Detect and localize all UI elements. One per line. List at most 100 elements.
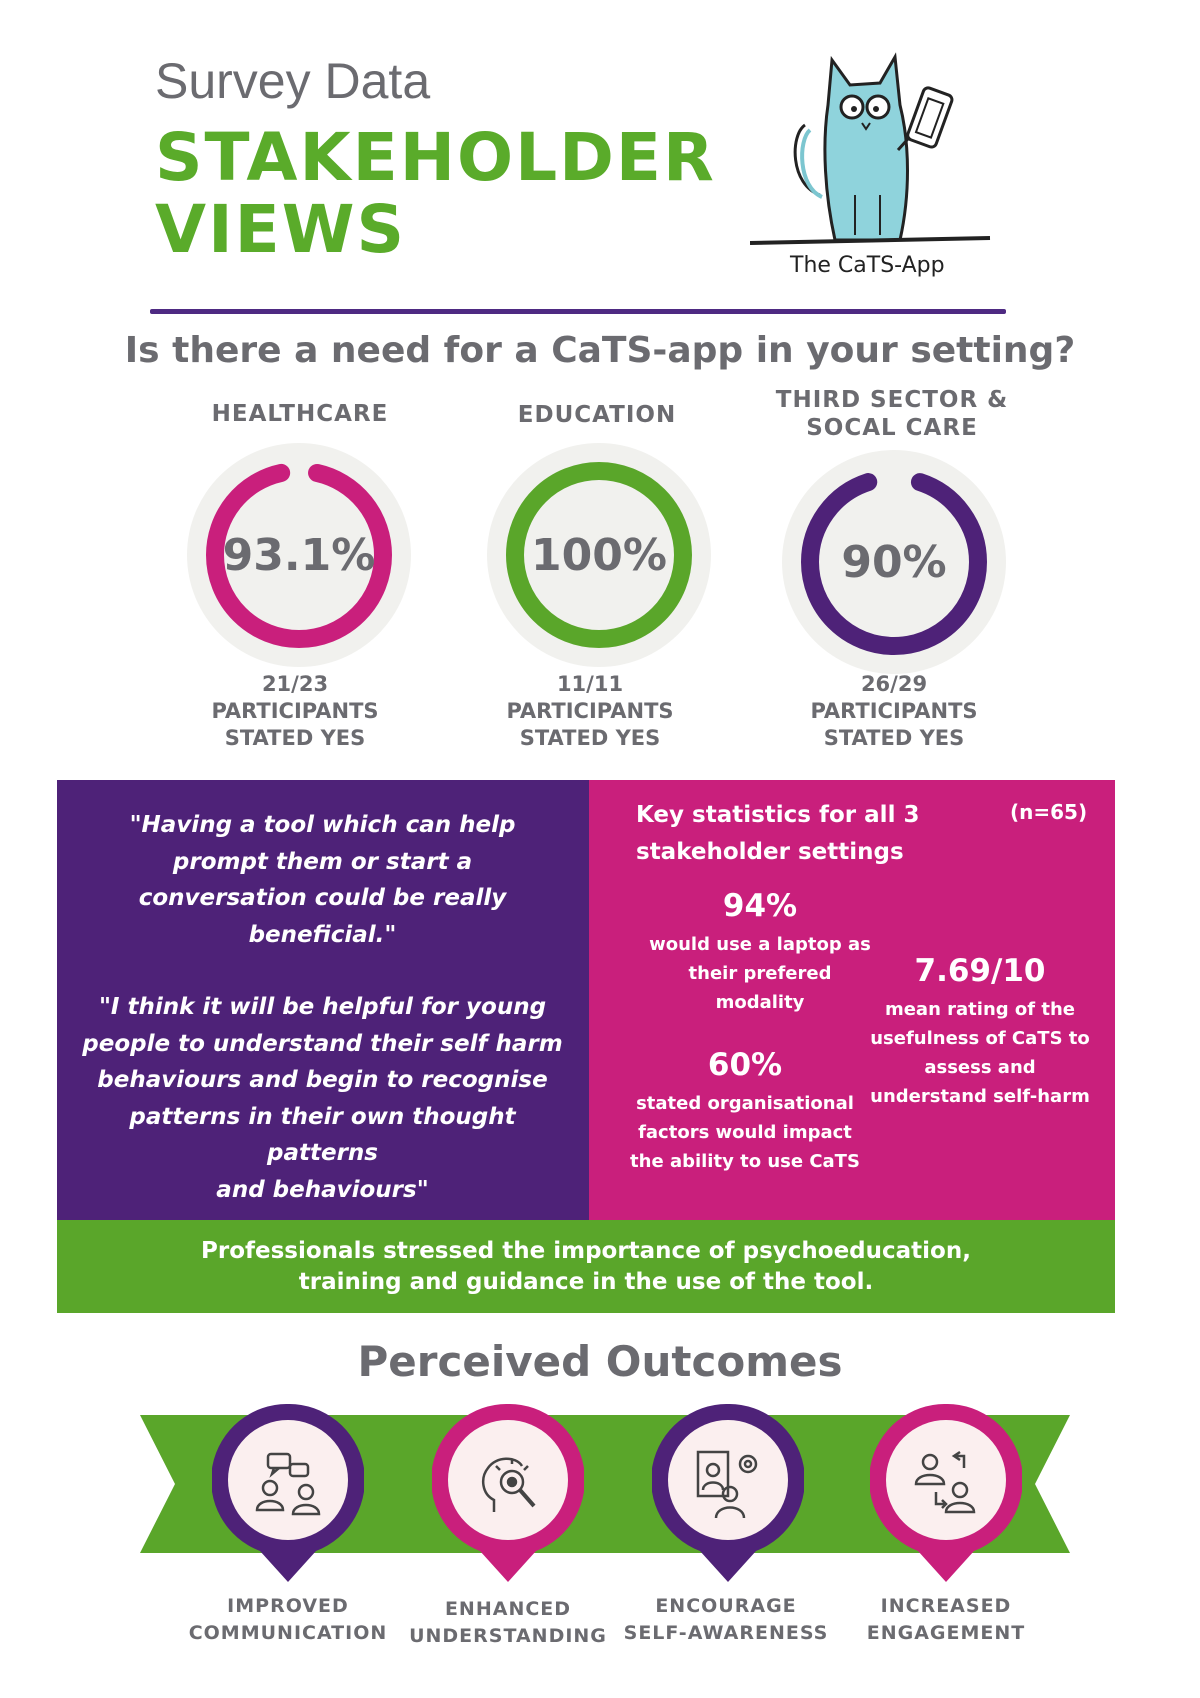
quote-1: "Having a tool which can help prompt the… bbox=[70, 807, 575, 953]
setting-label-healthcare: HEALTHCARE bbox=[150, 400, 450, 428]
outcome-label-line: ENCOURAGE bbox=[655, 1595, 797, 1617]
outcome-label-engagement: INCREASED ENGAGEMENT bbox=[836, 1593, 1056, 1647]
outcomes-title: Perceived Outcomes bbox=[357, 1337, 843, 1386]
stat-desc-line: factors would impact bbox=[638, 1122, 852, 1143]
communication-icon bbox=[255, 1452, 321, 1516]
donut-healthcare: 93.1% bbox=[187, 443, 411, 667]
header-subtitle: Survey Data bbox=[155, 53, 431, 109]
title-line-1: STAKEHOLDER bbox=[155, 119, 716, 196]
stat-desc-line: understand self-harm bbox=[870, 1086, 1090, 1107]
outcome-label-line: ENHANCED bbox=[444, 1598, 572, 1620]
outcome-pin-self-awareness bbox=[651, 1403, 805, 1584]
outcome-label-line: IMPROVED bbox=[227, 1595, 349, 1617]
setting-label-line: THIRD SECTOR & bbox=[775, 387, 1009, 413]
training-banner: Professionals stressed the importance of… bbox=[57, 1220, 1115, 1313]
setting-label-line: HEALTHCARE bbox=[211, 401, 389, 427]
outcome-label-line: ENGAGEMENT bbox=[866, 1622, 1026, 1644]
stat-desc-line: usefulness of CaTS to bbox=[870, 1028, 1090, 1049]
participants-line: STATED YES bbox=[823, 726, 965, 750]
header-divider bbox=[150, 309, 1006, 314]
participants-line: PARTICIPANTS bbox=[810, 699, 978, 723]
outcome-pin-engagement bbox=[869, 1403, 1023, 1584]
engagement-icon bbox=[914, 1450, 976, 1514]
donut-chart-healthcare bbox=[187, 443, 411, 667]
donut-value-third-sector: 90% bbox=[841, 536, 947, 588]
logo-caption: The CaTS-App bbox=[790, 253, 945, 278]
banner-line: Professionals stressed the importance of… bbox=[201, 1237, 971, 1264]
sample-size: (n=65) bbox=[1010, 800, 1088, 824]
training-banner-text: Professionals stressed the importance of… bbox=[136, 1236, 1036, 1298]
setting-label-line: SOCAL CARE bbox=[806, 415, 978, 441]
donut-arc-education bbox=[506, 462, 692, 648]
participants-count: 26/29 bbox=[860, 672, 928, 696]
outcome-pin-communication bbox=[211, 1403, 365, 1584]
outcome-pin-understanding bbox=[431, 1403, 585, 1584]
setting-label-third-sector: THIRD SECTOR & SOCAL CARE bbox=[742, 386, 1042, 442]
outcome-label-line: SELF-AWARENESS bbox=[623, 1622, 829, 1644]
stat-desc-line: would use a laptop as bbox=[649, 934, 871, 955]
key-statistics-panel bbox=[589, 780, 1115, 1220]
stat-value-laptop: 94% bbox=[722, 888, 798, 924]
donut-education: 100% bbox=[487, 443, 711, 667]
stat-desc-line: assess and bbox=[924, 1057, 1036, 1078]
stat-desc-line: stated organisational bbox=[636, 1093, 854, 1114]
cats-app-logo bbox=[749, 45, 1010, 285]
stat-desc-line: mean rating of the bbox=[884, 999, 1076, 1020]
donut-chart-third-sector bbox=[782, 450, 1006, 674]
pin-shape bbox=[869, 1403, 1023, 1582]
outcome-label-communication: IMPROVED COMMUNICATION bbox=[178, 1593, 398, 1647]
donut-value-education: 100% bbox=[531, 529, 667, 581]
quote-line: "Having a tool which can help bbox=[129, 812, 516, 838]
stat-desc-line: the ability to use CaTS bbox=[630, 1151, 860, 1172]
outcome-label-line: COMMUNICATION bbox=[188, 1622, 388, 1644]
outcome-label-understanding: ENHANCED UNDERSTANDING bbox=[398, 1596, 618, 1650]
quote-line: behaviours and begin to recognise bbox=[97, 1067, 548, 1093]
participants-line: STATED YES bbox=[519, 726, 661, 750]
setting-label-education: EDUCATION bbox=[447, 401, 747, 429]
outcome-label-line: INCREASED bbox=[880, 1595, 1012, 1617]
donut-arc-third-sector bbox=[801, 469, 987, 655]
stat-value-rating: 7.69/10 bbox=[914, 953, 1046, 989]
cat-mascot-icon bbox=[749, 52, 991, 245]
quote-line: prompt them or start a bbox=[172, 848, 473, 875]
stat-desc-organisational: stated organisational factors would impa… bbox=[620, 1089, 870, 1176]
quote-2: "I think it will be helpful for young pe… bbox=[70, 989, 575, 1208]
quote-line: and behaviours" bbox=[216, 1176, 429, 1203]
page-title: STAKEHOLDER VIEWS bbox=[155, 122, 716, 266]
key-title-line: Key statistics for all 3 bbox=[636, 802, 920, 828]
donut-third-sector: 90% bbox=[782, 450, 1006, 674]
participants-line: PARTICIPANTS bbox=[506, 699, 674, 723]
outcome-label-line: UNDERSTANDING bbox=[409, 1625, 607, 1647]
quote-line: patterns in their own thought patterns bbox=[129, 1103, 516, 1167]
quote-line: "I think it will be helpful for young bbox=[98, 994, 547, 1020]
quote-line: people to understand their self harm bbox=[82, 1030, 563, 1057]
quote-line: conversation could be really bbox=[138, 885, 507, 911]
outcomes-ribbon bbox=[140, 1415, 1070, 1553]
key-title-line: stakeholder settings bbox=[636, 839, 904, 865]
participants-healthcare: 21/23 PARTICIPANTS STATED YES bbox=[145, 671, 445, 752]
donut-value-healthcare: 93.1% bbox=[222, 529, 376, 581]
need-question: Is there a need for a CaTS-app in your s… bbox=[124, 330, 1076, 371]
stat-value-organisational: 60% bbox=[707, 1047, 783, 1083]
participants-line: STATED YES bbox=[224, 726, 366, 750]
outcome-label-self-awareness: ENCOURAGE SELF-AWARENESS bbox=[616, 1593, 836, 1647]
understanding-icon bbox=[481, 1457, 536, 1512]
quotes-panel bbox=[57, 780, 589, 1220]
stat-desc-rating: mean rating of the usefulness of CaTS to… bbox=[866, 995, 1094, 1111]
title-line-2: VIEWS bbox=[155, 191, 407, 268]
stat-desc-line: modality bbox=[715, 992, 805, 1013]
setting-label-line: EDUCATION bbox=[517, 402, 677, 428]
stat-desc-line: their prefered bbox=[688, 963, 832, 984]
banner-line: training and guidance in the use of the … bbox=[298, 1268, 874, 1295]
donut-arc-healthcare bbox=[206, 462, 392, 648]
participants-education: 11/11 PARTICIPANTS STATED YES bbox=[440, 671, 740, 752]
key-statistics-title: Key statistics for all 3 stakeholder set… bbox=[636, 797, 956, 871]
self-awareness-icon bbox=[696, 1450, 758, 1519]
participants-count: 11/11 bbox=[556, 672, 624, 696]
participants-line: PARTICIPANTS bbox=[211, 699, 379, 723]
participants-count: 21/23 bbox=[261, 672, 329, 696]
quote-line: beneficial." bbox=[248, 921, 397, 948]
donut-chart-education bbox=[487, 443, 711, 667]
stat-desc-laptop: would use a laptop as their prefered mod… bbox=[640, 930, 880, 1017]
participants-third-sector: 26/29 PARTICIPANTS STATED YES bbox=[744, 671, 1044, 752]
